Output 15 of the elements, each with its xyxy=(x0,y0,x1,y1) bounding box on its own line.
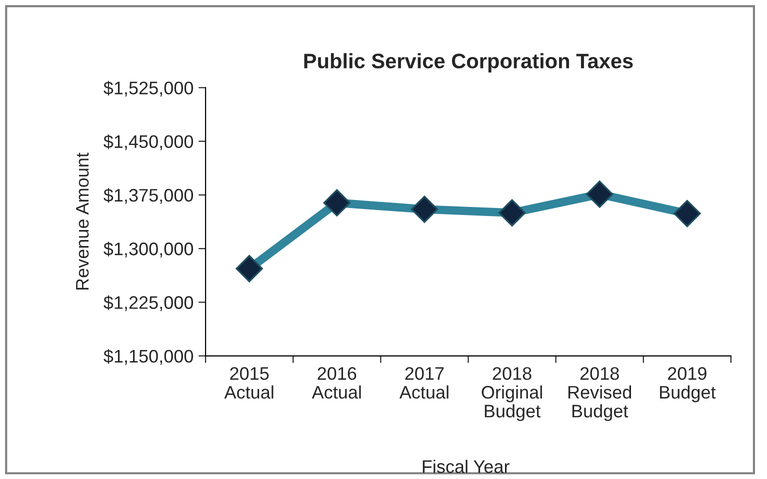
x-tick-label: 2019 Budget xyxy=(660,367,716,402)
x-tick-label: 2018 Original Budget xyxy=(482,367,542,422)
x-tick-label: 2016 Actual xyxy=(312,367,361,399)
y-tick-label: $1,525,000 xyxy=(104,80,194,97)
x-tick-label: 2015 Actual xyxy=(224,367,274,399)
y-tick-label: $1,450,000 xyxy=(104,134,194,150)
y-tick-label: $1,150,000 xyxy=(104,349,194,365)
chart-title: Public Service Corporation Taxes xyxy=(304,53,633,73)
x-axis-title: Fiscal Year xyxy=(422,460,510,474)
y-tick-label: $1,300,000 xyxy=(104,242,194,258)
y-tick-label: $1,225,000 xyxy=(104,295,194,312)
x-tick-label: 2018 Revised Budget xyxy=(568,367,632,422)
x-tick-label: 2017 Actual xyxy=(399,367,448,399)
y-tick-label: $1,375,000 xyxy=(104,188,194,204)
y-axis-title: Revenue Amount xyxy=(76,152,89,290)
